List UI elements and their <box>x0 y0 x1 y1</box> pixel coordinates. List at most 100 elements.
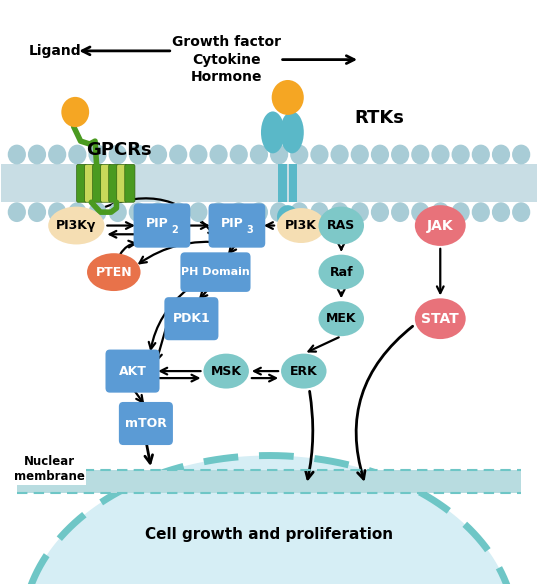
Circle shape <box>28 202 46 222</box>
Circle shape <box>310 202 329 222</box>
FancyBboxPatch shape <box>2 164 536 202</box>
Circle shape <box>8 202 26 222</box>
Circle shape <box>451 144 470 164</box>
Text: RTKs: RTKs <box>355 109 405 127</box>
Circle shape <box>411 202 429 222</box>
Text: PIP: PIP <box>146 217 169 230</box>
Circle shape <box>250 144 268 164</box>
Circle shape <box>512 144 530 164</box>
Circle shape <box>48 144 66 164</box>
FancyBboxPatch shape <box>209 204 265 247</box>
Text: RAS: RAS <box>327 219 356 232</box>
Circle shape <box>472 202 490 222</box>
FancyBboxPatch shape <box>278 164 287 202</box>
FancyBboxPatch shape <box>289 164 298 202</box>
Ellipse shape <box>318 254 364 290</box>
Circle shape <box>129 144 147 164</box>
Ellipse shape <box>318 207 364 245</box>
Circle shape <box>492 144 510 164</box>
Circle shape <box>391 144 409 164</box>
Text: MSK: MSK <box>211 364 242 377</box>
Text: Raf: Raf <box>329 266 353 278</box>
Ellipse shape <box>203 354 249 388</box>
Circle shape <box>270 144 288 164</box>
Circle shape <box>109 202 127 222</box>
FancyBboxPatch shape <box>105 350 160 393</box>
Circle shape <box>61 97 89 127</box>
Circle shape <box>189 144 208 164</box>
Text: GPCRs: GPCRs <box>86 141 152 159</box>
Circle shape <box>310 144 329 164</box>
Circle shape <box>68 144 87 164</box>
Circle shape <box>411 144 429 164</box>
Text: Ligand: Ligand <box>29 44 81 58</box>
Circle shape <box>351 144 369 164</box>
Circle shape <box>48 202 66 222</box>
Text: Nuclear
membrane: Nuclear membrane <box>14 456 85 483</box>
Ellipse shape <box>415 205 466 246</box>
Text: PH Domain: PH Domain <box>181 267 250 277</box>
Circle shape <box>330 144 349 164</box>
Circle shape <box>512 202 530 222</box>
FancyBboxPatch shape <box>17 470 521 493</box>
Circle shape <box>68 202 87 222</box>
Text: Cell growth and proliferation: Cell growth and proliferation <box>145 526 393 542</box>
Text: STAT: STAT <box>421 312 459 326</box>
Text: PI3Kγ: PI3Kγ <box>56 219 96 232</box>
Circle shape <box>351 202 369 222</box>
Circle shape <box>431 144 450 164</box>
Circle shape <box>371 144 389 164</box>
Text: ERK: ERK <box>290 364 317 377</box>
Circle shape <box>290 202 308 222</box>
FancyBboxPatch shape <box>101 164 111 202</box>
Ellipse shape <box>277 208 325 243</box>
Circle shape <box>28 144 46 164</box>
Text: PDK1: PDK1 <box>173 312 210 325</box>
Text: Cytokine: Cytokine <box>192 53 260 67</box>
Text: mTOR: mTOR <box>125 417 167 430</box>
Ellipse shape <box>87 253 140 291</box>
Circle shape <box>270 202 288 222</box>
Ellipse shape <box>261 111 285 153</box>
Circle shape <box>129 202 147 222</box>
FancyBboxPatch shape <box>93 164 103 202</box>
Circle shape <box>189 202 208 222</box>
Text: Growth factor: Growth factor <box>172 35 281 49</box>
FancyBboxPatch shape <box>84 164 95 202</box>
Ellipse shape <box>415 298 466 339</box>
Ellipse shape <box>277 205 299 229</box>
Circle shape <box>169 144 187 164</box>
Circle shape <box>472 144 490 164</box>
FancyBboxPatch shape <box>119 402 173 445</box>
FancyBboxPatch shape <box>125 164 135 202</box>
Circle shape <box>451 202 470 222</box>
Circle shape <box>230 144 248 164</box>
Circle shape <box>431 202 450 222</box>
Circle shape <box>149 202 167 222</box>
Text: JAK: JAK <box>427 219 454 233</box>
Polygon shape <box>23 456 515 585</box>
Circle shape <box>230 202 248 222</box>
Circle shape <box>88 202 107 222</box>
FancyBboxPatch shape <box>109 164 119 202</box>
Circle shape <box>250 202 268 222</box>
Ellipse shape <box>281 354 327 388</box>
Text: Hormone: Hormone <box>190 70 262 84</box>
Text: MEK: MEK <box>326 312 357 325</box>
Text: PI3K: PI3K <box>285 219 317 232</box>
Text: PTEN: PTEN <box>95 266 132 278</box>
FancyBboxPatch shape <box>76 164 87 202</box>
Text: PIP: PIP <box>221 217 244 230</box>
Circle shape <box>272 80 304 115</box>
FancyBboxPatch shape <box>180 252 251 292</box>
FancyBboxPatch shape <box>133 204 190 247</box>
Circle shape <box>8 144 26 164</box>
Circle shape <box>109 144 127 164</box>
Circle shape <box>209 202 228 222</box>
Circle shape <box>209 144 228 164</box>
Circle shape <box>290 144 308 164</box>
Circle shape <box>169 202 187 222</box>
FancyBboxPatch shape <box>165 297 218 340</box>
Ellipse shape <box>280 111 304 153</box>
Ellipse shape <box>318 301 364 336</box>
